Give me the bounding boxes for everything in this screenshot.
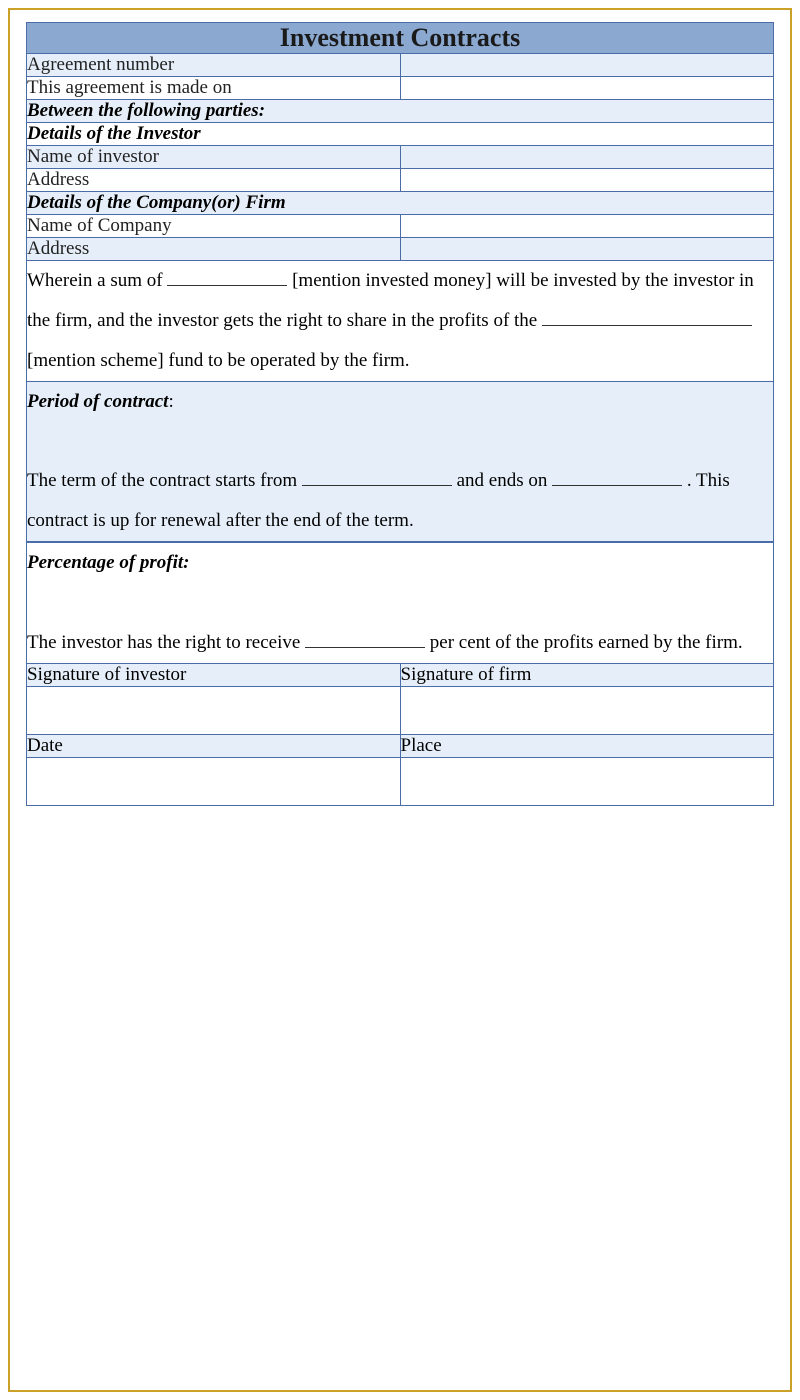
period-mid: and ends on [457, 470, 553, 491]
company-address-value[interactable] [400, 238, 774, 261]
company-name-label: Name of Company [27, 215, 401, 238]
company-name-value[interactable] [400, 215, 774, 238]
profit-blank[interactable] [305, 629, 425, 648]
contract-table: Investment Contracts Agreement number Th… [26, 22, 774, 806]
place-label: Place [400, 734, 774, 757]
agreement-number-label: Agreement number [27, 54, 401, 77]
signature-label-row: Signature of investor Signature of firm [27, 663, 774, 686]
company-name-row: Name of Company [27, 215, 774, 238]
profit-row: Percentage of profit: The investor has t… [27, 543, 774, 664]
company-header: Details of the Company(or) Firm [27, 192, 774, 215]
scheme-blank[interactable] [542, 307, 752, 326]
profit-heading: Percentage of profit: [27, 552, 190, 573]
date-label: Date [27, 734, 401, 757]
document-frame: Investment Contracts Agreement number Th… [8, 8, 792, 1392]
agreement-date-value[interactable] [400, 77, 774, 100]
profit-post: per cent of the profits earned by the fi… [430, 632, 743, 653]
date-value[interactable] [27, 757, 401, 805]
period-clause: Period of contract: The term of the cont… [27, 381, 774, 542]
investor-name-value[interactable] [400, 146, 774, 169]
parties-header: Between the following parties: [27, 100, 774, 123]
investment-clause-row: Wherein a sum of [mention invested money… [27, 261, 774, 382]
date-place-blank-row [27, 757, 774, 805]
parties-header-row: Between the following parties: [27, 100, 774, 123]
profit-clause: Percentage of profit: The investor has t… [27, 543, 774, 664]
period-pre: The term of the contract starts from [27, 470, 302, 491]
agreement-number-row: Agreement number [27, 54, 774, 77]
agreement-date-label: This agreement is made on [27, 77, 401, 100]
agreement-number-value[interactable] [400, 54, 774, 77]
company-header-row: Details of the Company(or) Firm [27, 192, 774, 215]
period-end-blank[interactable] [552, 467, 682, 486]
period-row: Period of contract: The term of the cont… [27, 381, 774, 542]
profit-pre: The investor has the right to receive [27, 632, 305, 653]
signature-investor-value[interactable] [27, 686, 401, 734]
investor-name-label: Name of investor [27, 146, 401, 169]
investor-address-label: Address [27, 169, 401, 192]
sum-blank[interactable] [167, 267, 287, 286]
agreement-date-row: This agreement is made on [27, 77, 774, 100]
place-value[interactable] [400, 757, 774, 805]
investor-address-row: Address [27, 169, 774, 192]
signature-investor-label: Signature of investor [27, 663, 401, 686]
investor-address-value[interactable] [400, 169, 774, 192]
signature-firm-label: Signature of firm [400, 663, 774, 686]
company-address-row: Address [27, 238, 774, 261]
title-row: Investment Contracts [27, 23, 774, 54]
signature-blank-row [27, 686, 774, 734]
company-address-label: Address [27, 238, 401, 261]
clause-pre: Wherein a sum of [27, 270, 167, 291]
investor-header-row: Details of the Investor [27, 123, 774, 146]
period-start-blank[interactable] [302, 467, 452, 486]
investor-name-row: Name of investor [27, 146, 774, 169]
document-title: Investment Contracts [27, 23, 774, 54]
signature-firm-value[interactable] [400, 686, 774, 734]
investment-clause: Wherein a sum of [mention invested money… [27, 261, 774, 382]
investor-header: Details of the Investor [27, 123, 774, 146]
clause-post: [mention scheme] fund to be operated by … [27, 350, 410, 371]
period-heading: Period of contract [27, 391, 168, 412]
date-place-label-row: Date Place [27, 734, 774, 757]
